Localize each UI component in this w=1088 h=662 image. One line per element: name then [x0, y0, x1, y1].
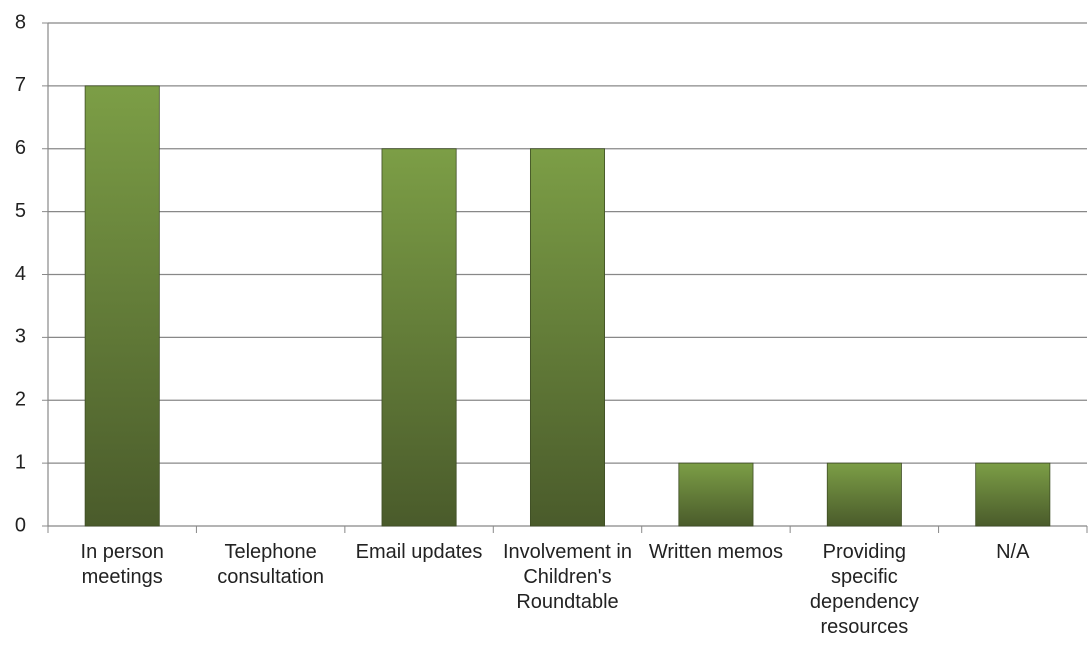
y-tick-label: 0 [15, 514, 26, 536]
bar [529, 148, 606, 527]
x-label-box: N/A [996, 541, 1030, 563]
y-tick-label: 7 [15, 74, 26, 96]
y-tick-label: 4 [15, 263, 26, 285]
y-tick-label: 5 [15, 200, 26, 222]
y-tick-label: 6 [15, 137, 26, 159]
x-tick-label: N/A [996, 541, 1030, 563]
bar [826, 462, 902, 527]
x-label-box: Telephone consultation [217, 541, 324, 588]
bar [678, 462, 754, 527]
y-tick-label: 2 [15, 389, 26, 411]
x-label-box: Involvement in Children's Roundtable [503, 541, 632, 613]
bar [975, 462, 1051, 527]
y-tick-label: 8 [15, 11, 26, 33]
y-tick-label: 3 [15, 326, 26, 348]
bar [84, 85, 160, 527]
x-label-box: Providing specific dependency resources [809, 541, 919, 638]
x-tick-label: Involvement in Children's Roundtable [503, 541, 632, 613]
bar [381, 148, 457, 527]
x-label-box: Written memos [648, 541, 783, 563]
y-tick-label: 1 [15, 451, 26, 473]
x-label-box: In person meetings [80, 541, 164, 588]
x-tick-label: Telephone consultation [217, 541, 324, 588]
x-tick-label: Written memos [648, 541, 783, 563]
x-tick-label: Email updates [355, 541, 483, 563]
x-tick-label: In person meetings [80, 541, 164, 588]
x-tick-label: Providing specific dependency resources [809, 541, 919, 638]
x-label-box: Email updates [355, 541, 483, 563]
